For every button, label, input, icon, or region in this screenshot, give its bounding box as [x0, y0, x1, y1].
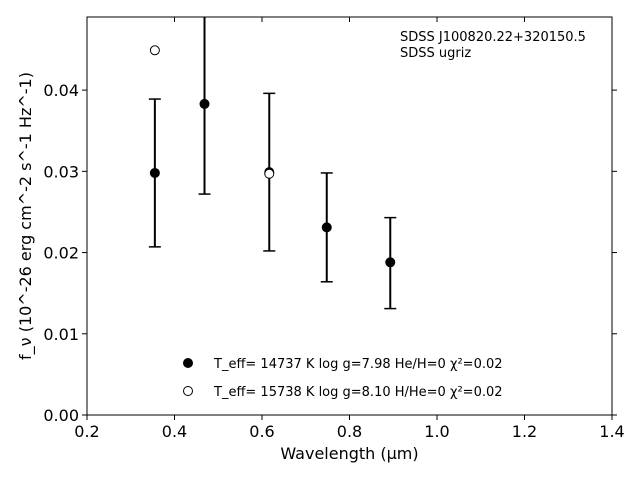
y-axis-label: f_ν (10^-26 erg cm^-2 s^-1 Hz^-1) — [16, 72, 36, 360]
legend-label-model-2: T_eff= 15738 K log g=8.10 H/He=0 χ²=0.02 — [213, 385, 503, 400]
y-tick-label: 0.02 — [43, 244, 79, 263]
legend-marker-open — [183, 386, 193, 396]
model-point-filled — [149, 167, 160, 178]
x-tick-label: 0.8 — [337, 422, 362, 441]
x-tick-label: 0.2 — [74, 422, 99, 441]
annotation-photometry: SDSS ugriz — [400, 46, 471, 61]
y-tick-label: 0.03 — [43, 162, 79, 181]
plot-frame — [86, 16, 613, 416]
model-point-open — [149, 45, 160, 56]
legend-label-model-1: T_eff= 14737 K log g=7.98 He/H=0 χ²=0.02 — [213, 357, 503, 372]
ticks-layer: 0.2 0.4 0.6 0.8 1.0 1.2 1.4 0.00 0.01 0.02 0.03 0.0… — [43, 17, 625, 441]
y-tick-label: 0.01 — [43, 325, 79, 344]
x-tick-label: 0.6 — [249, 422, 274, 441]
legend-marker-filled — [183, 358, 193, 368]
model-point-filled — [321, 222, 332, 233]
x-tick-label: 0.4 — [162, 422, 187, 441]
model-point-filled — [385, 257, 396, 268]
x-tick-label: 1.4 — [599, 422, 624, 441]
marker-layer — [149, 45, 396, 268]
model-point-open — [264, 168, 275, 179]
x-axis-label: Wavelength (μm) — [280, 444, 418, 463]
legend: T_eff= 14737 K log g=7.98 He/H=0 χ²=0.02… — [183, 357, 503, 400]
y-tick-label: 0.04 — [43, 81, 79, 100]
x-tick-label: 1.2 — [512, 422, 537, 441]
annotation-object-name: SDSS J100820.22+320150.5 — [400, 30, 586, 45]
model-point-filled — [199, 98, 210, 109]
x-tick-label: 1.0 — [424, 422, 449, 441]
y-tick-label: 0.00 — [43, 406, 79, 425]
errorbar-layer — [148, 17, 397, 310]
